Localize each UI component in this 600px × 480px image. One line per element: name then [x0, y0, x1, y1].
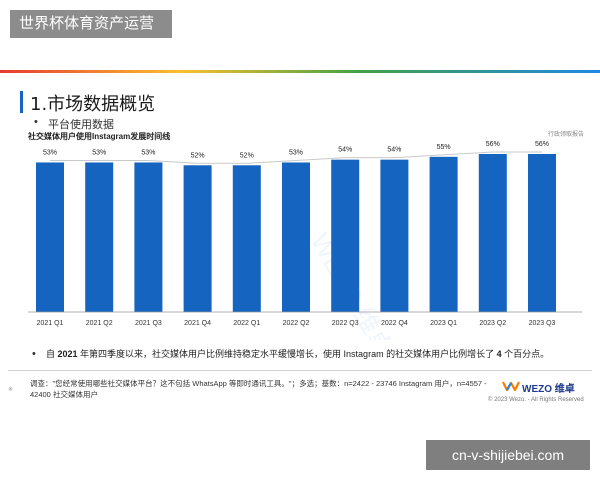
x-tick-label: 2023 Q3 — [529, 320, 556, 327]
footer-source-note: 调查："您经常使用哪些社交媒体平台？这不包括 WhatsApp 等即时通讯工具。… — [30, 379, 487, 399]
note-number: 4 — [496, 349, 502, 359]
bar — [282, 162, 310, 312]
rainbow-divider — [0, 70, 600, 73]
bar-value-label: 56% — [486, 141, 500, 148]
x-tick-label: 2023 Q2 — [479, 320, 506, 327]
trend-line — [50, 151, 542, 164]
bar — [232, 165, 261, 312]
note-prefix: 自 — [46, 349, 58, 359]
wezo-logo-text: WEZO 维卓 — [522, 384, 575, 395]
bar — [478, 154, 507, 312]
x-tick-label: 2021 Q1 — [37, 320, 64, 327]
bar — [36, 162, 64, 312]
x-tick-label: 2023 Q1 — [430, 320, 457, 327]
sub-bullet-text: 平台使用数据 — [48, 119, 114, 131]
copyright-text: © 2023 Wezo. - All Rights Reserved — [488, 397, 584, 403]
bar — [183, 165, 212, 312]
note-bullet-icon: • — [32, 348, 36, 360]
wezo-logo-icon — [502, 381, 520, 392]
bar — [134, 162, 163, 312]
bar — [528, 154, 556, 312]
bar — [85, 162, 114, 312]
x-tick-label: 2022 Q3 — [332, 320, 359, 327]
bar-value-label: 53% — [92, 149, 106, 156]
chart-layer: 53% 2021 Q1 53% 2021 Q2 53% 2021 Q3 52% 2021 Q4… — [28, 141, 582, 327]
insight-note: 自 2021 年第四季度以来，社交媒体用户比例维持稳定水平缓慢增长，使用 Ins… — [46, 347, 586, 360]
bullet-icon: • — [34, 116, 38, 128]
bar-value-label: 53% — [289, 149, 303, 156]
bar-value-label: 56% — [535, 141, 549, 148]
bar-value-label: 53% — [43, 149, 57, 156]
note-middle: 年第四季度以来，社交媒体用户比例维持稳定水平缓慢增长，使用 Instagram … — [77, 349, 497, 359]
x-tick-label: 2021 Q2 — [86, 320, 113, 327]
x-tick-label: 2021 Q3 — [135, 320, 162, 327]
bar-value-label: 53% — [141, 149, 155, 156]
header-banner-title: 世界杯体育资产运营 — [10, 10, 172, 38]
note-year: 2021 — [57, 349, 78, 359]
site-watermark: cn-v-shijiebei.com — [426, 440, 590, 470]
note-suffix: 个百分点。 — [501, 349, 550, 359]
bar-value-label: 52% — [191, 152, 205, 159]
footer-divider — [8, 370, 592, 371]
bar-value-label: 55% — [437, 144, 451, 151]
bar-value-label: 54% — [338, 147, 352, 154]
title-accent-bar — [20, 91, 23, 113]
bar-value-label: 52% — [240, 152, 254, 159]
chart-title: 社交媒体用户使用Instagram发展时间线 — [28, 132, 171, 141]
slide-title: 1.市场数据概览 — [30, 94, 156, 115]
x-tick-label: 2021 Q4 — [184, 320, 211, 327]
brand-note: 行政领取报告 — [548, 132, 585, 138]
x-tick-label: 2022 Q1 — [233, 320, 260, 327]
bar — [331, 159, 360, 312]
bar — [380, 159, 409, 312]
bar-value-label: 54% — [387, 147, 401, 154]
x-tick-label: 2022 Q4 — [381, 320, 408, 327]
footer-marker: ※ — [8, 387, 14, 393]
bar — [429, 156, 458, 312]
x-tick-label: 2022 Q2 — [283, 320, 310, 327]
